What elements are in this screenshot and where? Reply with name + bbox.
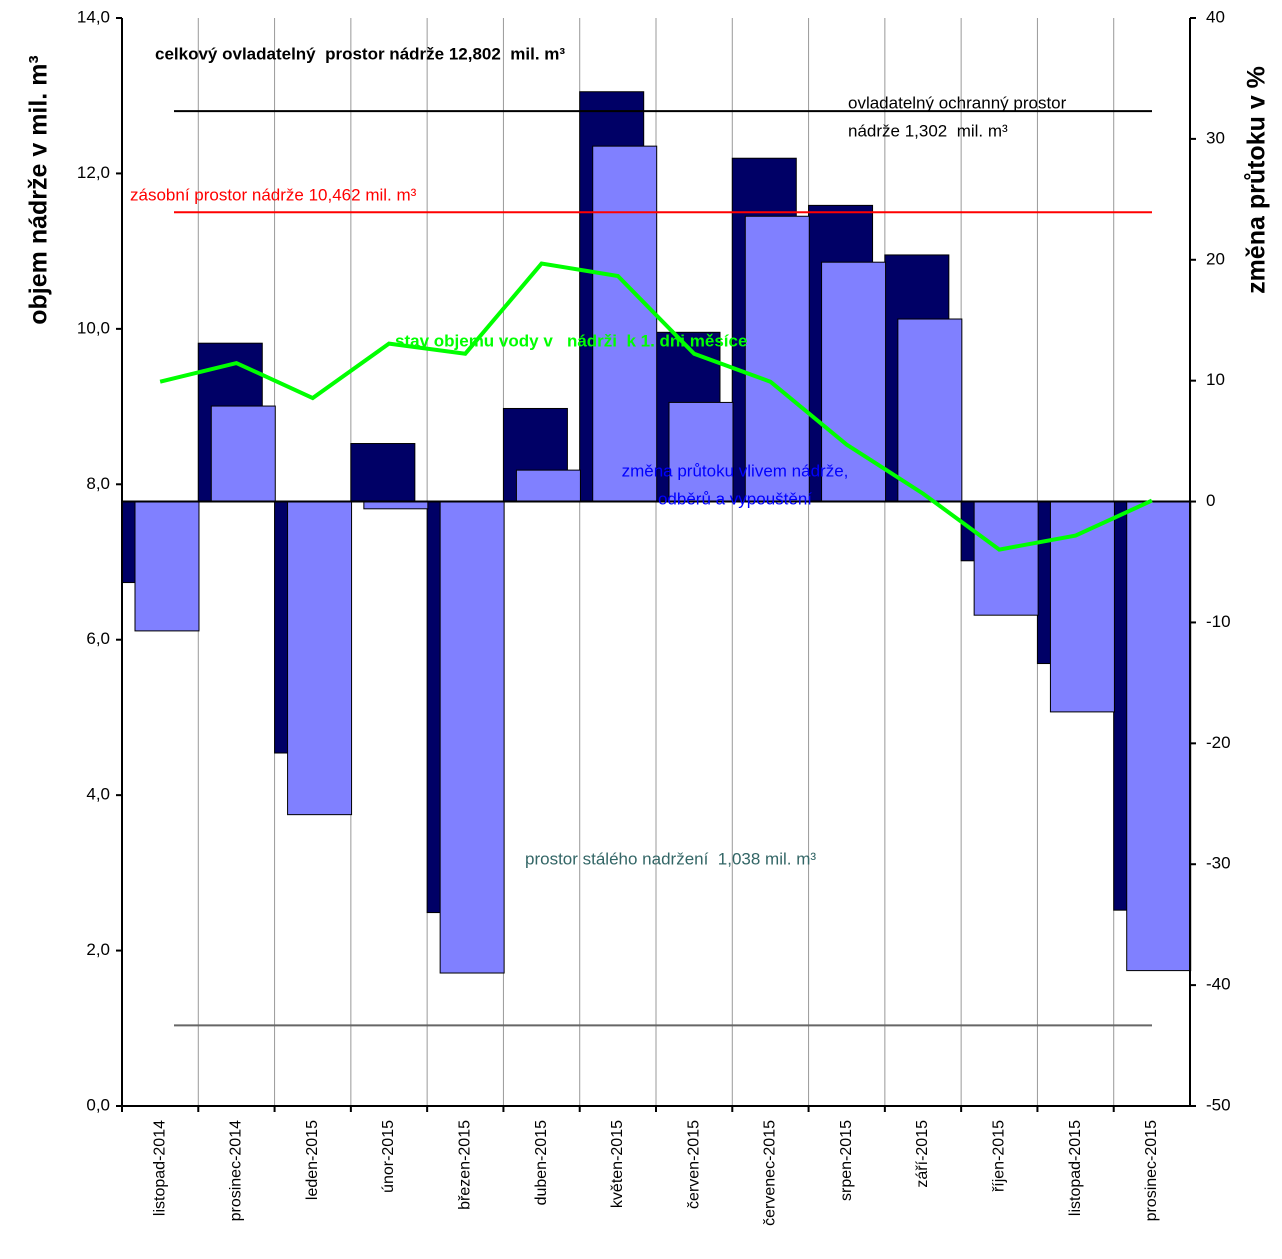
- y2-tick-label: 0: [1206, 491, 1215, 510]
- y2-tick-label: 20: [1206, 249, 1225, 268]
- bar: [897, 318, 963, 503]
- annotation: prostor stálého nadržení 1,038 mil. m³: [525, 849, 816, 868]
- annotation: stav objemu vody v nádrži k 1. dni měsíc…: [395, 331, 747, 350]
- y-tick-label: 4,0: [86, 785, 110, 804]
- bar: [439, 501, 505, 974]
- annotation: celkový ovladatelný prostor nádrže 12,80…: [155, 44, 565, 63]
- x-tick-label: listopad-2014: [151, 1120, 168, 1216]
- bar: [350, 443, 416, 503]
- annotation: odběrů a vypouštění: [658, 489, 812, 508]
- annotation: nádrže 1,302 mil. m³: [848, 121, 1008, 140]
- annotation: změna průtoku vlivem nádrže,: [622, 461, 849, 480]
- y-tick-label: 6,0: [86, 629, 110, 648]
- y2-tick-label: -20: [1206, 733, 1231, 752]
- y2-tick-label: 40: [1206, 7, 1225, 26]
- x-tick-label: leden-2015: [304, 1120, 321, 1200]
- y-tick-label: 12,0: [77, 163, 110, 182]
- annotation: zásobní prostor nádrže 10,462 mil. m³: [130, 185, 417, 204]
- bar: [210, 405, 276, 503]
- bar: [973, 501, 1039, 616]
- x-tick-label: březen-2015: [457, 1120, 474, 1210]
- annotation: ovladatelný ochranný prostor: [848, 93, 1067, 112]
- x-tick-label: září-2015: [914, 1120, 931, 1188]
- y2-tick-label: -30: [1206, 854, 1231, 873]
- x-tick-label: červen-2015: [685, 1120, 702, 1209]
- x-tick-label: prosinec-2015: [1143, 1120, 1160, 1222]
- bar: [668, 401, 734, 503]
- bar: [1126, 501, 1192, 972]
- line: [159, 261, 1153, 552]
- y2-tick-label: -10: [1206, 612, 1231, 631]
- x-tick-label: prosinec-2014: [228, 1120, 245, 1222]
- bar: [134, 501, 200, 632]
- x-tick-label: květen-2015: [609, 1120, 626, 1208]
- y-tick-label: 2,0: [86, 940, 110, 959]
- x-tick-label: říjen-2015: [991, 1120, 1008, 1192]
- y-tick-label: 8,0: [86, 474, 110, 493]
- x-tick-label: srpen-2015: [838, 1120, 855, 1201]
- bar: [287, 501, 353, 816]
- bar: [515, 469, 581, 503]
- y2-tick-label: 30: [1206, 128, 1225, 147]
- y2-axis-title: změna průtoku v %: [1243, 66, 1271, 294]
- y-tick-label: 10,0: [77, 318, 110, 337]
- bar: [363, 501, 429, 510]
- y2-tick-label: 10: [1206, 370, 1225, 389]
- x-tick-label: červenec-2015: [762, 1120, 779, 1226]
- y-tick-label: 0,0: [86, 1095, 110, 1114]
- y2-tick-label: -40: [1206, 975, 1231, 994]
- bar: [744, 215, 810, 503]
- y2-tick-label: -50: [1206, 1095, 1231, 1114]
- y-axis-title: objem nádrže v mil. m³: [25, 55, 53, 325]
- x-tick-label: duben-2015: [533, 1120, 550, 1206]
- bar: [592, 145, 658, 503]
- x-tick-label: únor-2015: [380, 1120, 397, 1193]
- y-tick-label: 14,0: [77, 7, 110, 26]
- x-tick-label: listopad-2015: [1067, 1120, 1084, 1216]
